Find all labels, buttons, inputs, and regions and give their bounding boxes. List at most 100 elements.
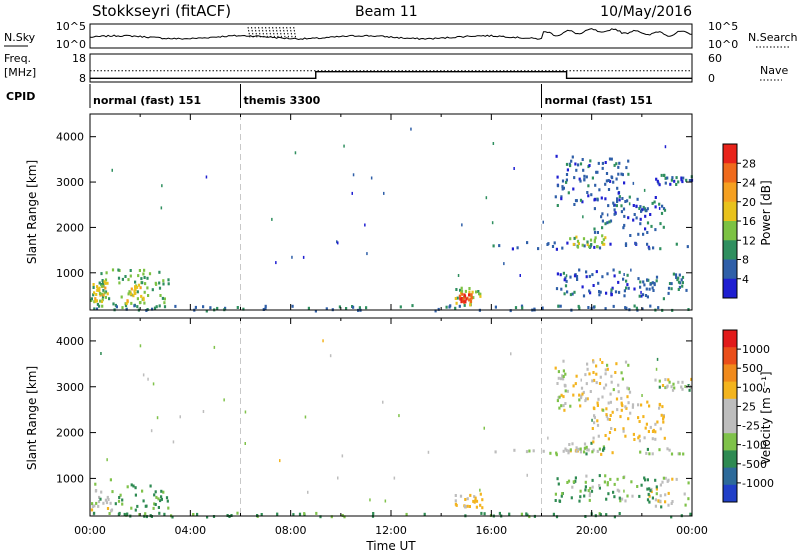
velocity-data-point: [616, 477, 619, 481]
power-data-point: [569, 293, 572, 297]
nsky-line: [89, 28, 692, 41]
power-data-point: [337, 241, 339, 245]
nsearch-spike: [286, 26, 290, 39]
velocity-data-point: [107, 498, 110, 501]
power-data-point: [458, 294, 461, 298]
velocity-data-point: [330, 515, 333, 519]
velocity-data-point: [575, 446, 578, 450]
power-data-point: [127, 292, 130, 296]
power-data-point: [575, 199, 578, 203]
velocity-colorbar-swatch: [723, 398, 737, 417]
velocity-data-point: [554, 499, 557, 502]
velocity-data-point: [671, 388, 675, 392]
nave-line: [90, 71, 692, 79]
velocity-data-point: [578, 499, 581, 503]
power-data-point: [587, 194, 590, 198]
velocity-data-point: [322, 339, 324, 343]
power-data-point: [595, 270, 598, 274]
velocity-data-point: [622, 429, 625, 433]
power-data-point: [582, 237, 586, 241]
power-data-point: [592, 284, 595, 287]
velocity-data-point: [631, 403, 635, 407]
velocity-data-point: [579, 450, 583, 454]
velocity-data-point: [494, 450, 497, 454]
power-data-point: [623, 289, 626, 293]
power-data-point: [158, 281, 161, 285]
velocity-data-point: [656, 357, 659, 361]
y-tick-label: 1000: [56, 267, 84, 280]
velocity-data-point: [605, 414, 608, 418]
velocity-data-point: [631, 405, 634, 409]
velocity-data-point: [611, 410, 614, 414]
velocity-data-point: [508, 512, 511, 516]
power-data-point: [581, 200, 584, 204]
power-data-point: [621, 197, 624, 200]
power-data-point: [96, 287, 99, 291]
velocity-data-point: [93, 511, 96, 515]
velocity-data-point: [646, 487, 649, 491]
power-data-point: [625, 166, 628, 170]
velocity-data-point: [598, 484, 601, 487]
velocity-data-point: [636, 485, 639, 488]
power-data-point: [564, 276, 567, 280]
velocity-colorbar-swatch: [723, 433, 737, 451]
power-data-point: [601, 241, 604, 244]
velocity-data-point: [520, 512, 523, 516]
velocity-data-point: [618, 489, 621, 493]
velocity-data-point: [609, 477, 612, 481]
power-data-point: [612, 304, 615, 308]
velocity-data-point: [572, 384, 575, 388]
velocity-data-point: [97, 504, 100, 508]
power-colorbar-tick-label: 28: [742, 157, 756, 170]
power-data-point: [627, 286, 630, 290]
velocity-data-point: [582, 390, 585, 394]
power-data-point: [366, 252, 368, 256]
velocity-data-point: [647, 492, 650, 496]
power-data-point: [117, 276, 121, 280]
velocity-data-point: [483, 426, 485, 430]
velocity-data-point: [152, 382, 155, 386]
velocity-colorbar-swatch: [723, 381, 737, 400]
velocity-data-point: [581, 392, 584, 396]
power-data-point: [677, 288, 680, 291]
nsky-tick-top: 10^5: [56, 20, 86, 33]
power-data-point: [100, 300, 103, 304]
power-data-point: [646, 207, 649, 211]
velocity-data-point: [564, 372, 567, 376]
power-data-point: [632, 218, 635, 222]
velocity-data-point: [562, 377, 565, 381]
nsearch-spike: [272, 26, 276, 39]
power-data-point: [600, 215, 603, 219]
nsearch-spike: [268, 26, 272, 39]
velocity-data-point: [596, 423, 600, 427]
power-data-point: [457, 274, 460, 277]
velocity-data-point: [588, 372, 591, 376]
power-data-point: [681, 281, 684, 285]
power-data-point: [670, 282, 673, 286]
velocity-data-point: [159, 499, 162, 503]
velocity-data-point: [621, 497, 624, 501]
power-data-point: [604, 307, 607, 311]
power-data-point: [103, 291, 106, 295]
velocity-data-point: [616, 488, 619, 492]
power-data-point: [133, 289, 136, 293]
power-data-point: [556, 272, 559, 276]
power-data-point: [639, 217, 642, 221]
power-data-point: [638, 207, 641, 210]
power-data-point: [658, 183, 661, 187]
velocity-data-point: [589, 486, 592, 490]
velocity-data-point: [592, 360, 595, 364]
velocity-data-point: [337, 476, 339, 480]
velocity-data-point: [479, 492, 482, 496]
power-data-point: [468, 290, 471, 294]
power-data-point: [472, 296, 475, 300]
power-data-point: [101, 298, 104, 302]
power-data-point: [209, 306, 212, 310]
velocity-data-point: [650, 490, 653, 494]
velocity-data-point: [475, 505, 478, 509]
velocity-data-point: [607, 401, 610, 405]
power-data-point: [163, 305, 167, 309]
velocity-data-point: [382, 400, 384, 404]
velocity-data-point: [620, 371, 623, 375]
power-data-point: [130, 301, 133, 305]
